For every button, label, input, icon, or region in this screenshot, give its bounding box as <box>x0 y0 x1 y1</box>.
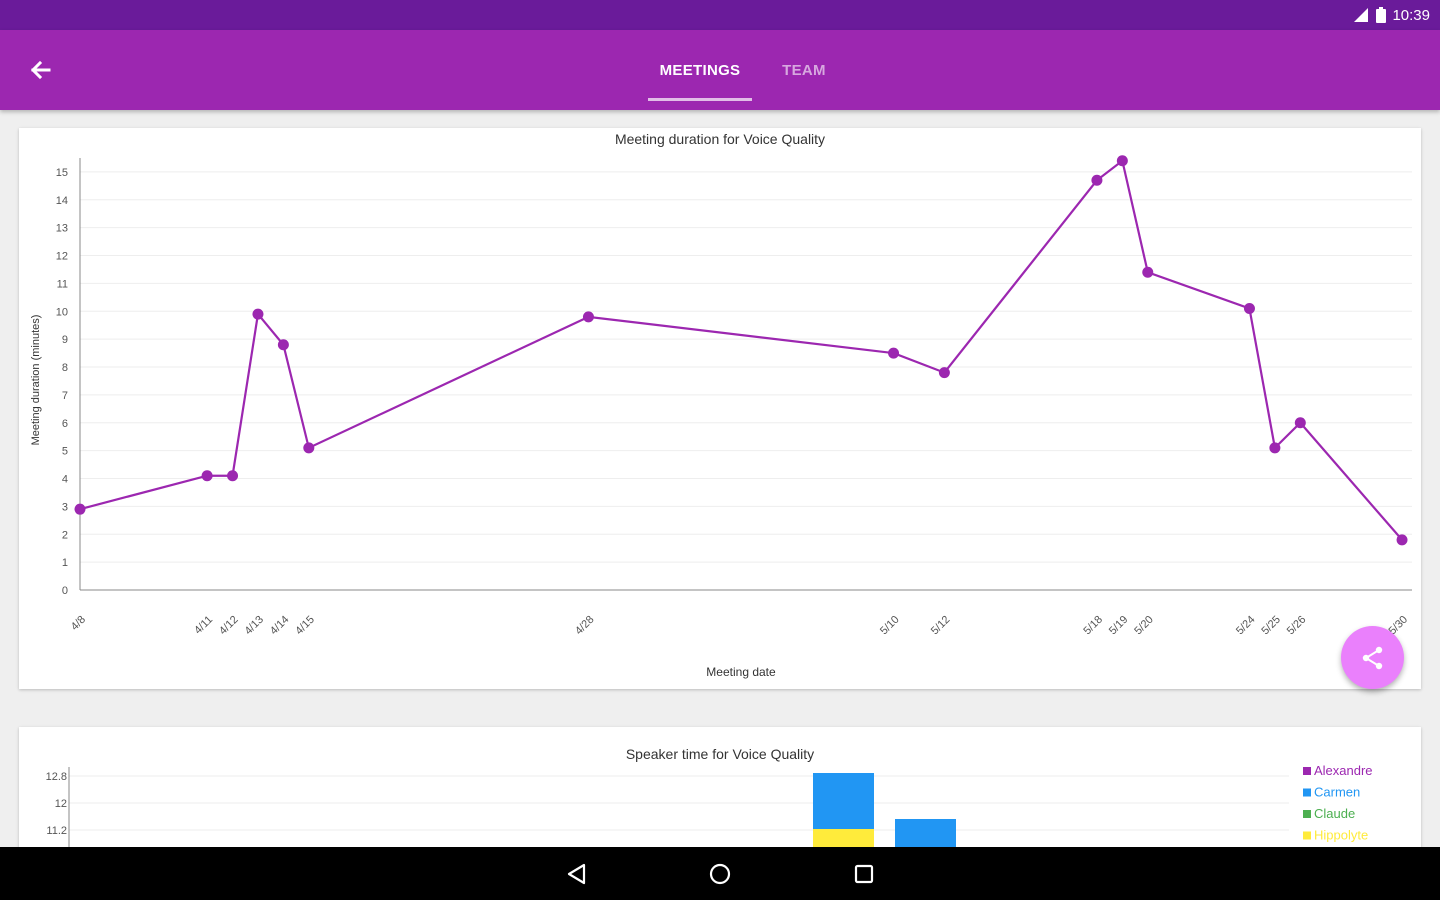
duration-chart: Meeting duration for Voice Quality 01234… <box>30 131 1412 679</box>
chart-title: Meeting duration for Voice Quality <box>615 131 825 147</box>
x-axis-label: Meeting date <box>706 665 776 679</box>
legend-label: Hippolyte <box>1314 828 1368 843</box>
data-point <box>582 311 594 323</box>
y-tick-label: 12 <box>55 798 67 810</box>
nav-recents-button[interactable] <box>849 859 879 889</box>
x-tick-label: 4/14 <box>268 614 292 638</box>
data-point <box>1116 155 1128 167</box>
data-point <box>303 442 315 454</box>
y-tick-label: 14 <box>56 195 68 207</box>
y-tick-label: 5 <box>62 446 68 458</box>
chart-grid <box>80 171 1412 563</box>
share-icon <box>1362 646 1382 669</box>
y-tick-label: 6 <box>62 418 68 430</box>
arrow-back-icon <box>30 60 51 80</box>
data-point <box>1294 417 1306 429</box>
legend-swatch <box>1303 810 1311 818</box>
data-point <box>1269 442 1281 454</box>
y-tick-label: 11.2 <box>46 825 67 837</box>
tab-indicator <box>648 98 752 101</box>
nav-back-icon <box>567 863 586 885</box>
nav-home-button[interactable] <box>705 859 735 889</box>
speaker-chart: Speaker time for Voice Quality 12.8 12 1… <box>46 746 1373 867</box>
y-tick-label: 12 <box>56 251 68 263</box>
x-tick-label: 4/11 <box>192 614 215 637</box>
signal-icon <box>1354 8 1369 22</box>
legend-label: Carmen <box>1314 785 1360 800</box>
nav-home-icon <box>709 863 731 885</box>
x-tick-label: 5/25 <box>1259 614 1283 638</box>
y-tick-label: 15 <box>56 167 68 179</box>
data-point <box>277 339 289 351</box>
battery-icon <box>1376 7 1387 23</box>
y-axis-label: Meeting duration (minutes) <box>30 315 42 446</box>
status-bar: 10:39 <box>0 0 1440 30</box>
y-tick-label: 8 <box>62 362 68 374</box>
x-tick-label: 4/28 <box>573 614 597 638</box>
data-point <box>201 470 213 482</box>
tab-meetings[interactable]: MEETINGS <box>648 30 752 110</box>
tab-team[interactable]: TEAM <box>768 30 840 110</box>
x-tick-label: 5/12 <box>929 614 953 638</box>
y-tick-label: 11 <box>57 278 68 290</box>
y-tick-label: 12.8 <box>46 771 67 783</box>
data-point <box>888 347 900 359</box>
back-button[interactable] <box>22 52 58 88</box>
data-point <box>1396 534 1408 546</box>
legend-label: Alexandre <box>1314 763 1373 778</box>
x-tick-label: 4/12 <box>217 614 241 638</box>
y-tick-label: 7 <box>62 390 68 402</box>
y-tick-label: 1 <box>62 557 68 569</box>
legend-swatch <box>1303 767 1311 775</box>
series-line <box>79 158 1403 541</box>
x-tick-label: 5/10 <box>878 614 902 638</box>
x-tick-label: 5/18 <box>1081 614 1105 638</box>
data-point <box>938 367 950 379</box>
chart-title: Speaker time for Voice Quality <box>626 746 814 762</box>
bar-segment-carmen <box>813 773 874 829</box>
nav-back-button[interactable] <box>562 859 592 889</box>
data-point <box>1243 303 1255 315</box>
app-bar: MEETINGS TEAM <box>0 30 1440 110</box>
tab-team-label: TEAM <box>782 61 826 79</box>
x-tick-label: 4/13 <box>242 614 266 638</box>
speaker-chart-card: Speaker time for Voice Quality 12.8 12 1… <box>19 727 1421 867</box>
y-tick-label: 10 <box>56 306 68 318</box>
data-point <box>1091 174 1103 186</box>
chart-legend: Alexandre Carmen Claude Hippolyte <box>1303 763 1373 843</box>
y-tick-label: 3 <box>62 501 68 513</box>
x-tick-label: 4/8 <box>69 614 88 633</box>
share-button[interactable] <box>1341 626 1404 689</box>
x-tick-label: 4/15 <box>293 614 317 638</box>
status-icons: 10:39 <box>1352 5 1430 25</box>
data-point <box>227 470 239 482</box>
y-tick-label: 4 <box>62 474 68 486</box>
y-tick-label: 2 <box>62 529 68 541</box>
data-point <box>252 308 264 320</box>
legend-swatch <box>1303 831 1311 840</box>
system-nav-bar <box>0 847 1440 900</box>
x-tick-label: 5/26 <box>1285 614 1309 638</box>
data-point <box>1142 266 1154 278</box>
series-points <box>74 155 1408 546</box>
legend-label: Claude <box>1314 806 1355 821</box>
x-tick-label: 5/20 <box>1132 614 1156 638</box>
tab-meetings-label: MEETINGS <box>659 61 741 79</box>
status-time: 10:39 <box>1392 6 1430 24</box>
y-tick-label: 9 <box>62 334 68 346</box>
x-tick-label: 5/19 <box>1107 614 1131 638</box>
x-tick-label: 5/24 <box>1234 614 1258 638</box>
legend-swatch <box>1303 788 1311 797</box>
y-tick-label: 0 <box>62 585 68 597</box>
x-tick-labels: 4/8 4/11 4/12 4/13 4/14 4/15 4/28 5/10 5/12 5/18 5… <box>69 614 1410 638</box>
data-point <box>74 503 86 515</box>
y-tick-label: 13 <box>56 223 68 235</box>
nav-recents-icon <box>854 864 874 884</box>
